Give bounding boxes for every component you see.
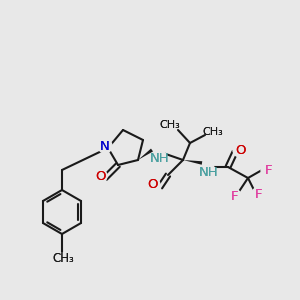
Text: N: N bbox=[100, 140, 110, 152]
Circle shape bbox=[261, 163, 275, 177]
Text: F: F bbox=[255, 188, 263, 200]
Circle shape bbox=[93, 169, 107, 183]
Circle shape bbox=[233, 143, 247, 157]
Text: CH₃: CH₃ bbox=[202, 127, 224, 137]
Text: CH₃: CH₃ bbox=[202, 127, 224, 137]
Text: NH: NH bbox=[199, 166, 219, 178]
Text: NH: NH bbox=[150, 152, 170, 164]
Circle shape bbox=[202, 165, 216, 179]
Circle shape bbox=[227, 189, 241, 203]
Circle shape bbox=[146, 178, 160, 192]
Text: CH₃: CH₃ bbox=[52, 253, 74, 266]
Text: O: O bbox=[148, 178, 158, 191]
Text: NH: NH bbox=[199, 166, 219, 178]
Text: O: O bbox=[95, 169, 105, 182]
Text: F: F bbox=[230, 190, 238, 202]
Text: F: F bbox=[255, 188, 263, 200]
Text: F: F bbox=[264, 164, 272, 176]
Text: F: F bbox=[230, 190, 238, 202]
Text: CH₃: CH₃ bbox=[160, 120, 180, 130]
Text: CH₃: CH₃ bbox=[160, 120, 180, 130]
Text: NH: NH bbox=[150, 152, 170, 164]
Polygon shape bbox=[138, 148, 153, 160]
Circle shape bbox=[153, 151, 167, 165]
Text: O: O bbox=[148, 178, 158, 191]
Circle shape bbox=[98, 139, 112, 153]
Text: O: O bbox=[95, 169, 105, 182]
Text: CH₃: CH₃ bbox=[52, 253, 74, 266]
Circle shape bbox=[252, 187, 266, 201]
Polygon shape bbox=[183, 160, 202, 165]
Text: F: F bbox=[264, 164, 272, 176]
Text: O: O bbox=[235, 143, 245, 157]
Text: N: N bbox=[100, 140, 110, 152]
Text: O: O bbox=[235, 143, 245, 157]
